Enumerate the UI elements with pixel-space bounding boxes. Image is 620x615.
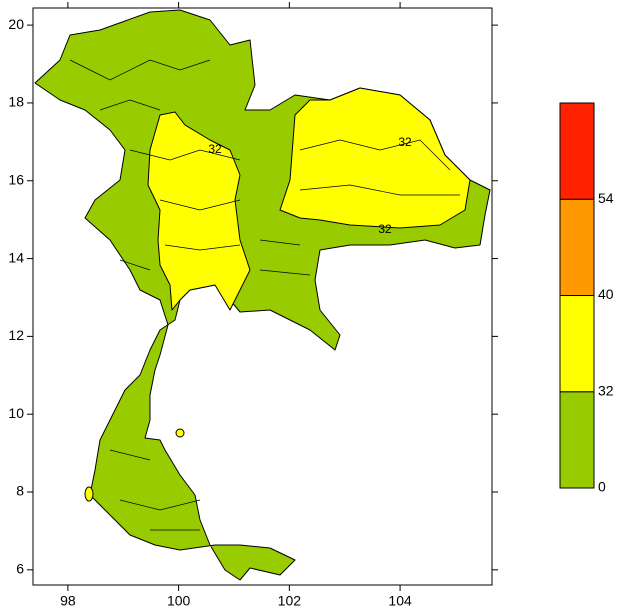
- colorbar-box: [559, 102, 595, 200]
- y-tick-label: 16: [8, 171, 24, 187]
- region-central: [147, 111, 251, 311]
- colorbar-label: 40: [598, 286, 614, 302]
- contour-label: 32: [378, 222, 392, 236]
- y-tick-label: 18: [8, 94, 24, 110]
- colorbar-label: 32: [598, 382, 614, 398]
- contour-label: 32: [398, 135, 412, 149]
- province-borders: [69, 59, 460, 531]
- region-northeast: [279, 87, 471, 229]
- contour-label: 32: [208, 142, 222, 156]
- colorbar-box: [559, 198, 595, 296]
- y-tick-label: 8: [16, 483, 24, 499]
- y-tick-label: 6: [16, 561, 24, 577]
- colorbar-box: [559, 295, 595, 393]
- x-tick-label: 104: [388, 593, 412, 609]
- colorbar-box: [559, 391, 595, 489]
- colorbar-label: 54: [598, 190, 614, 206]
- region-island: [175, 428, 185, 438]
- y-tick-label: 14: [8, 249, 24, 265]
- y-tick-label: 10: [8, 405, 24, 421]
- contour-region: [84, 87, 471, 502]
- x-tick-label: 102: [278, 593, 302, 609]
- region-island: [84, 486, 94, 502]
- x-tick-label: 100: [167, 593, 191, 609]
- colorbar-label: 0: [598, 479, 606, 495]
- x-tick-label: 98: [60, 593, 76, 609]
- y-tick-label: 12: [8, 327, 24, 343]
- y-tick-label: 20: [8, 16, 24, 32]
